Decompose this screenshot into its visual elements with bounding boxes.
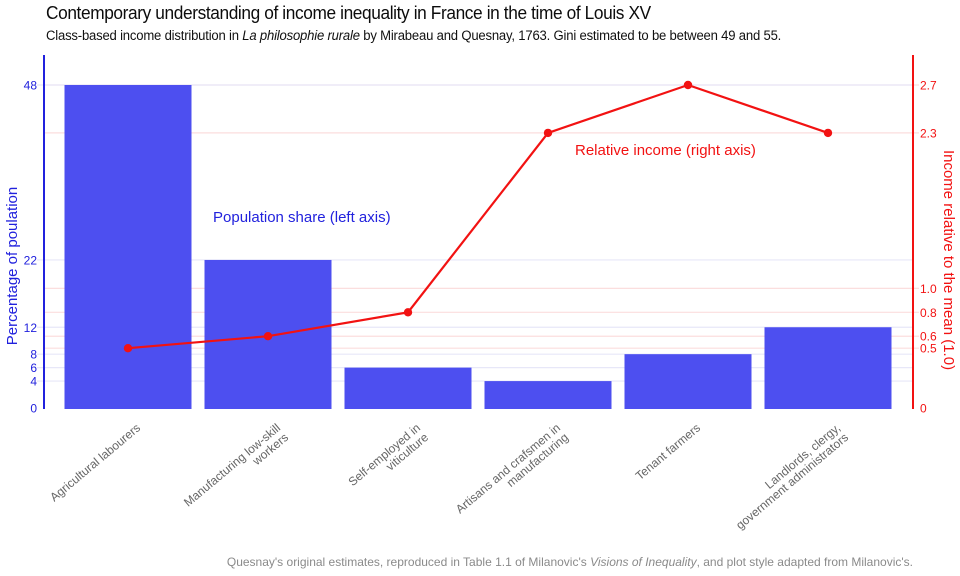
text-run: Quesnay's original estimates, reproduced… — [226, 555, 591, 569]
left-tick-label: 22 — [24, 253, 38, 267]
population-share-bar — [764, 327, 892, 409]
left-tick-label: 8 — [30, 348, 37, 362]
category-label-line: Agricultural labourers — [47, 421, 143, 505]
text-run: Class-based income distribution in — [46, 28, 243, 43]
right-tick-label: 0.6 — [920, 330, 937, 344]
left-tick-label: 48 — [24, 79, 38, 93]
relative-income-line — [127, 83, 829, 350]
category-label-line: Tenant farmers — [633, 421, 703, 483]
category-label: Manufacturing low-skillworkers — [181, 421, 291, 519]
right-tick-label: 0 — [920, 402, 927, 416]
population-share-bar — [344, 367, 472, 409]
category-label-line: government administrators — [733, 430, 851, 532]
category-label: Agricultural labourers — [47, 421, 143, 505]
italic-text-run: La philosophie rurale — [242, 28, 360, 43]
right-tick-label: 2.7 — [920, 79, 937, 93]
right-tick-label: 0.8 — [920, 306, 937, 320]
left-tick-label: 6 — [30, 361, 37, 375]
right-axis-title: Income relative to the mean (1.0) — [940, 150, 957, 370]
relative-income-point — [683, 80, 693, 90]
italic-text-run: Visions of Inequality — [590, 555, 697, 569]
category-label: Tenant farmers — [633, 421, 703, 483]
annotation-population-share: Population share (left axis) — [213, 209, 391, 226]
text-run: by Mirabeau and Quesnay, 1763. Gini esti… — [359, 28, 782, 43]
left-tick-label: 0 — [30, 402, 37, 416]
relative-income-point — [263, 332, 273, 341]
category-label-line: Artisans and crafsmen in — [453, 421, 563, 517]
chart-title: Contemporary understanding of income ine… — [46, 3, 651, 23]
left-tick-label: 12 — [24, 321, 38, 335]
category-label: Landlords, clergy,government administrat… — [725, 421, 851, 533]
category-label-line: Manufacturing low-skill — [181, 421, 283, 510]
category-label: Artisans and crafsmen inmanufacturing — [453, 421, 571, 526]
right-tick-label: 2.3 — [920, 126, 937, 140]
annotation-relative-income: Relative income (right axis) — [575, 142, 756, 159]
category-label: Self-employed inviticulture — [346, 420, 432, 498]
chart-footer: Quesnay's original estimates, reproduced… — [227, 555, 913, 569]
relative-income-point — [543, 128, 553, 138]
population-share-bar — [624, 354, 752, 409]
right-tick-label: 0.5 — [920, 342, 937, 356]
relative-income-point — [123, 344, 133, 353]
text-run: , and plot style adapted from Milanovic'… — [696, 555, 913, 569]
relative-income-point — [823, 128, 833, 138]
population-share-bar — [484, 381, 612, 409]
left-tick-label: 4 — [30, 375, 37, 389]
right-tick-label: 1.0 — [920, 282, 937, 296]
relative-income-point — [403, 308, 413, 317]
chart-subtitle: Class-based income distribution in La ph… — [46, 28, 781, 43]
left-axis-title: Percentage of poulation — [4, 187, 21, 345]
population-share-bar — [64, 85, 192, 409]
